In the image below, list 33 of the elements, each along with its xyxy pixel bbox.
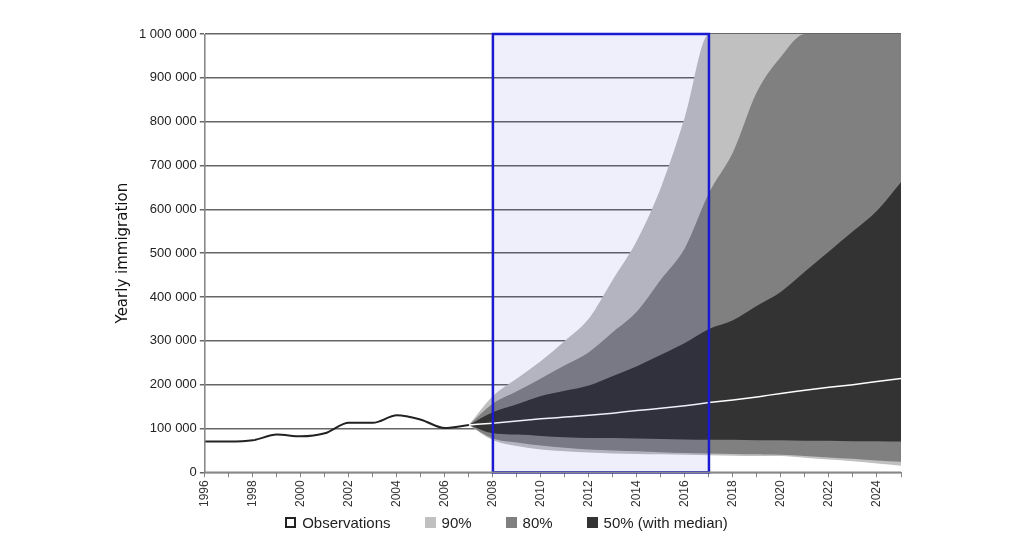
- x-tick-label: 2022: [821, 479, 836, 508]
- x-tick-label: 2014: [629, 479, 644, 508]
- legend-label: 50% (with median): [603, 514, 728, 531]
- x-tick-label: 2012: [581, 479, 596, 508]
- legend-label: 90%: [441, 514, 472, 531]
- x-tick-label: 2002: [341, 479, 356, 508]
- line-series: [468, 377, 901, 426]
- x-tick-label: 2008: [485, 479, 500, 508]
- x-tick-label: 2000: [293, 479, 308, 508]
- y-tick-label: 600 000: [149, 200, 197, 216]
- y-tick-label: 700 000: [149, 157, 197, 173]
- x-tick-label: 2024: [869, 479, 884, 508]
- y-tick-label: 200 000: [149, 376, 197, 392]
- legend-label: 80%: [522, 514, 553, 531]
- x-tick-label: 1996: [197, 479, 212, 508]
- y-tick-label: 900 000: [149, 69, 197, 85]
- x-tick-label: 1998: [245, 479, 260, 508]
- y-tick-label: 500 000: [149, 244, 197, 260]
- x-tick-label: 2010: [533, 479, 548, 508]
- y-tick-label: 800 000: [149, 113, 197, 129]
- y-axis-title: Yearly immigration: [112, 182, 131, 325]
- y-tick-label: 400 000: [149, 288, 197, 304]
- y-tick-label: 300 000: [149, 332, 197, 348]
- line-series: [204, 414, 470, 443]
- y-tick-label: 100 000: [149, 420, 197, 436]
- y-tick-label: 0: [189, 463, 197, 479]
- x-tick-label: 2006: [437, 479, 452, 508]
- legend-label: Observations: [302, 514, 391, 531]
- x-tick-label: 2016: [677, 479, 692, 508]
- x-tick-label: 2004: [389, 479, 404, 508]
- x-tick-label: 2020: [773, 479, 788, 508]
- x-tick-label: 2018: [725, 479, 740, 508]
- y-tick-label: 1 000 000: [138, 25, 197, 41]
